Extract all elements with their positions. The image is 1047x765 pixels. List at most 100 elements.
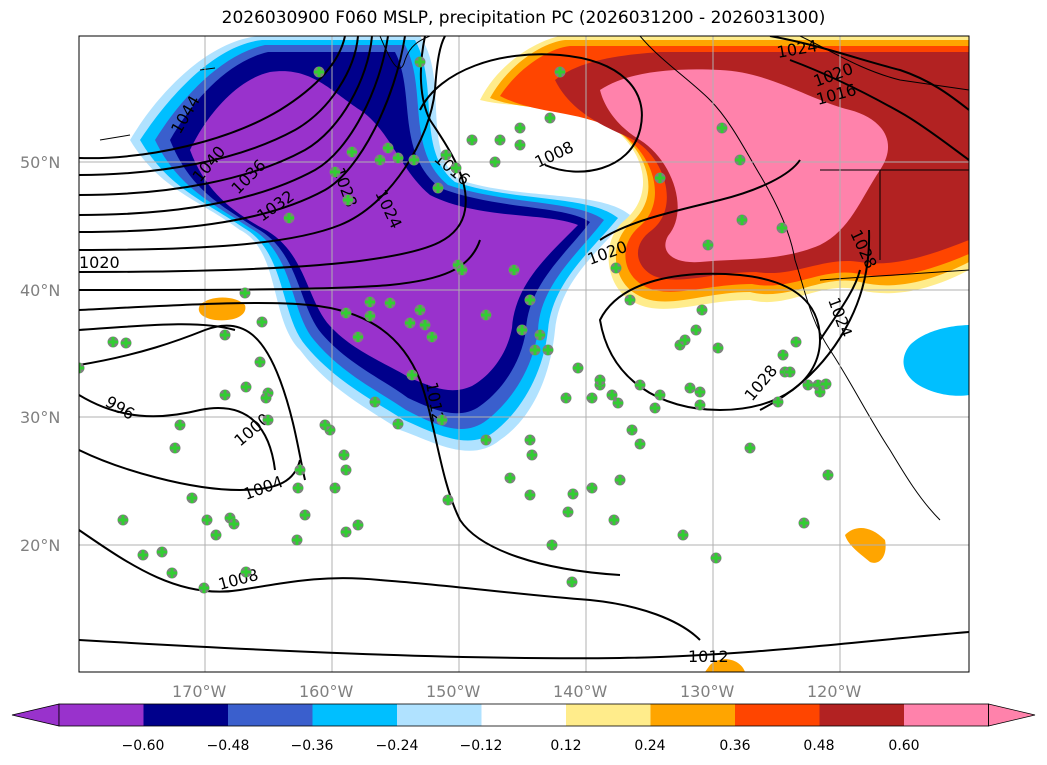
station-marker	[524, 294, 536, 306]
station-marker	[544, 112, 556, 124]
station-marker	[426, 331, 438, 343]
station-marker	[137, 549, 149, 561]
station-marker	[516, 324, 528, 336]
station-marker	[169, 442, 181, 454]
station-marker	[679, 334, 691, 346]
station-marker	[456, 264, 468, 276]
station-marker	[610, 262, 622, 274]
station-marker	[414, 56, 426, 68]
station-marker	[340, 307, 352, 319]
station-marker	[772, 396, 784, 408]
anomaly-neg-small-se	[903, 325, 969, 396]
colorbar-tick-label: 0.36	[719, 738, 750, 754]
colorbar-tick-label: 0.12	[550, 738, 581, 754]
station-marker	[777, 349, 789, 361]
colorbar-segment	[312, 704, 397, 726]
station-marker	[690, 324, 702, 336]
station-marker	[392, 152, 404, 164]
station-marker	[734, 154, 746, 166]
station-marker	[716, 122, 728, 134]
station-marker	[283, 212, 295, 224]
station-marker	[260, 392, 272, 404]
station-marker	[156, 546, 168, 558]
colorbar-tick-label: 0.24	[634, 738, 665, 754]
anomaly-pos-small-3	[705, 659, 745, 672]
longitude-labels: 170°W 160°W 150°W 140°W 130°W 120°W	[172, 682, 862, 701]
station-marker	[802, 379, 814, 391]
lat-label: 40°N	[20, 281, 60, 300]
station-marker	[814, 386, 826, 398]
isobar-label: 1012	[688, 647, 729, 666]
station-marker	[313, 66, 325, 78]
station-marker	[572, 362, 584, 374]
station-marker	[514, 139, 526, 151]
station-marker	[480, 309, 492, 321]
station-marker	[219, 389, 231, 401]
station-marker	[254, 356, 266, 368]
station-marker	[120, 337, 132, 349]
colorbar-segment	[904, 704, 989, 726]
station-marker	[614, 474, 626, 486]
station-marker	[210, 529, 222, 541]
station-marker	[480, 434, 492, 446]
station-marker	[342, 194, 354, 206]
station-marker	[340, 464, 352, 476]
colorbar-segment	[566, 704, 651, 726]
lon-label: 130°W	[680, 682, 735, 701]
station-marker	[562, 506, 574, 518]
station-marker	[291, 534, 303, 546]
station-marker	[440, 149, 452, 161]
station-marker	[450, 162, 462, 174]
station-marker	[374, 154, 386, 166]
isobars	[79, 36, 969, 660]
station-marker	[414, 304, 426, 316]
station-marker	[624, 294, 636, 306]
colorbar-frame	[58, 703, 989, 727]
station-marker	[776, 222, 788, 234]
station-marker	[736, 214, 748, 226]
station-marker	[594, 374, 606, 386]
station-marker	[262, 414, 274, 426]
station-markers	[79, 56, 834, 594]
station-marker	[364, 310, 376, 322]
station-marker	[240, 566, 252, 578]
station-marker	[684, 382, 696, 394]
colorbar-tick-label: −0.12	[460, 738, 503, 754]
station-marker	[419, 319, 431, 331]
station-marker	[117, 514, 129, 526]
lon-label: 160°W	[299, 682, 354, 701]
station-marker	[239, 287, 251, 299]
station-marker	[340, 526, 352, 538]
station-marker	[586, 482, 598, 494]
station-marker	[504, 472, 516, 484]
station-marker	[608, 514, 620, 526]
station-marker	[352, 331, 364, 343]
colorbar-segment	[397, 704, 482, 726]
station-marker	[542, 344, 554, 356]
station-marker	[166, 567, 178, 579]
lon-label: 170°W	[172, 682, 227, 701]
colorbar-segment	[819, 704, 904, 726]
station-marker	[634, 438, 646, 450]
station-marker	[529, 344, 541, 356]
colorbar-segment	[59, 704, 144, 726]
station-marker	[494, 134, 506, 146]
colorbar-tick-label: −0.36	[291, 738, 334, 754]
station-marker	[712, 342, 724, 354]
station-marker	[560, 392, 572, 404]
station-marker	[567, 488, 579, 500]
station-marker	[654, 172, 666, 184]
station-marker	[219, 329, 231, 341]
station-marker	[466, 134, 478, 146]
station-marker	[107, 336, 119, 348]
lat-label: 20°N	[20, 536, 60, 555]
lat-label: 30°N	[20, 408, 60, 427]
station-marker	[744, 442, 756, 454]
station-marker	[329, 482, 341, 494]
station-marker	[626, 424, 638, 436]
colorbar-labels: −0.60 −0.48 −0.36 −0.24 −0.12 0.12 0.24 …	[122, 738, 920, 754]
station-marker	[408, 154, 420, 166]
station-marker	[554, 66, 566, 78]
colorbar-tick-label: −0.24	[376, 738, 419, 754]
